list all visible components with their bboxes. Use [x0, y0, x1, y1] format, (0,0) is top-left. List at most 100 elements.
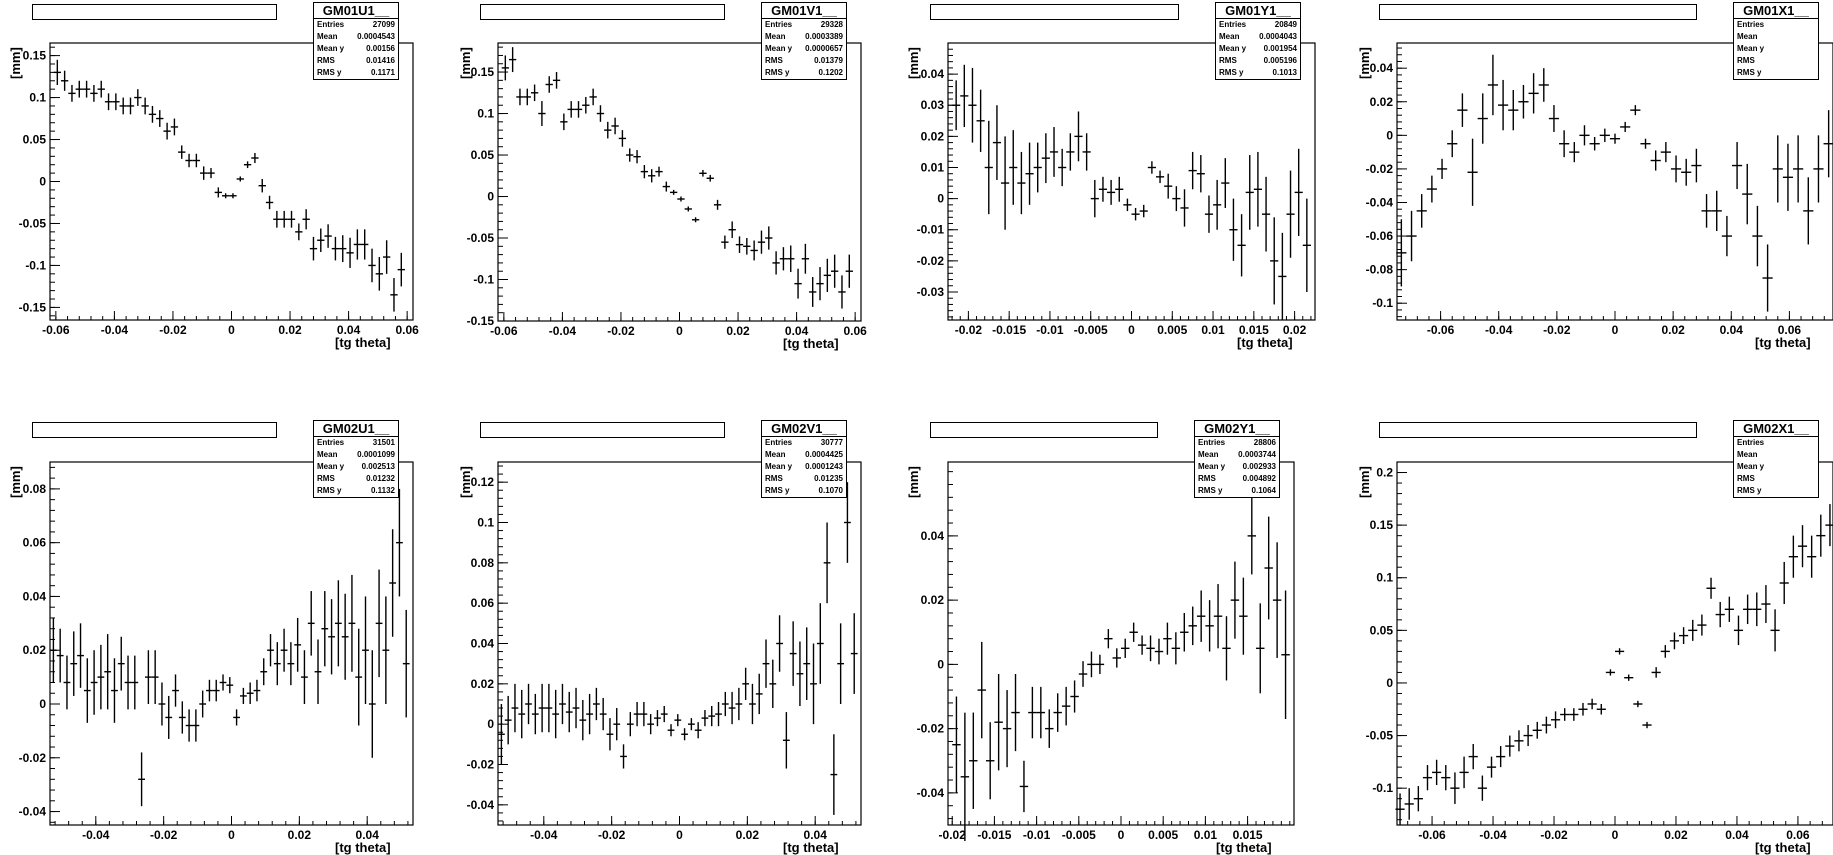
data-point — [1196, 155, 1205, 193]
stat-rms: RMS 0.004892 — [1195, 473, 1279, 485]
data-point — [1237, 214, 1246, 277]
histogram-name: GM02X1__ — [1734, 421, 1818, 437]
y-tick-label: 0.02 — [921, 593, 945, 607]
data-point — [1281, 590, 1290, 719]
y-tick-label: 0.03 — [921, 98, 945, 112]
y-tick-label: 0.05 — [471, 148, 495, 162]
data-point — [163, 122, 171, 140]
data-point — [1432, 759, 1442, 786]
data-point — [1001, 136, 1010, 230]
stat-value: 0.0003744 — [1238, 450, 1276, 459]
stat-label: RMS — [1737, 474, 1755, 483]
data-point — [53, 59, 61, 85]
data-point — [397, 252, 405, 287]
stat-rms: RMS 0.01232 — [314, 473, 398, 485]
stat-value: 0.0000657 — [805, 44, 843, 53]
stat-entries: Entries — [1734, 19, 1818, 31]
stats-box: GM01X1__ Entries Mean Mean y RMS RMS y — [1733, 2, 1819, 80]
x-tick-label: -0.04 — [549, 324, 577, 338]
data-point — [1486, 756, 1497, 778]
y-axis-label: [mm] — [8, 47, 23, 79]
y-tick-label: 0.05 — [23, 133, 47, 147]
histogram-title-box — [32, 422, 277, 438]
stat-value: 0.1202 — [818, 68, 843, 77]
data-point — [620, 744, 627, 769]
data-point — [131, 655, 139, 710]
y-tick-label: -0.04 — [1366, 195, 1394, 209]
data-point — [1605, 669, 1615, 676]
data-point — [221, 193, 230, 199]
data-point — [769, 659, 777, 709]
stat-value: 0.005196 — [1263, 56, 1297, 65]
stat-label: RMS — [1219, 56, 1237, 65]
data-point — [511, 683, 519, 733]
stat-label: Mean — [317, 32, 338, 41]
data-point — [1264, 516, 1273, 620]
data-point — [1253, 151, 1262, 227]
data-point — [796, 641, 804, 707]
data-point — [219, 674, 227, 691]
data-point — [1036, 686, 1046, 739]
stat-rms: RMS 0.01379 — [762, 55, 846, 67]
y-tick-label: 0.02 — [1370, 95, 1394, 109]
panel-gm01v1: -0.06 -0.04 -0.02 0 0.02 0.04 0.06 -0.15 -0.1 -0.… — [458, 2, 878, 352]
x-tick-label: 0.01 — [1194, 828, 1218, 842]
data-point — [1172, 186, 1181, 212]
y-tick-label: 0.04 — [471, 637, 495, 651]
y-tick-label: 0.1 — [477, 107, 494, 121]
stat-label: Mean y — [1198, 462, 1226, 471]
stat-label: Entries — [1198, 438, 1226, 447]
data-point — [618, 130, 627, 147]
x-tick-label: 0.005 — [1148, 828, 1178, 842]
data-point — [713, 199, 722, 210]
data-point — [156, 110, 164, 127]
data-point — [402, 609, 410, 718]
data-point — [165, 695, 173, 739]
data-point — [214, 187, 222, 198]
plot-svg: -0.04 -0.02 0 0.02 0.04 -0.04 -0.02 0 0.02 0.04 0.… — [467, 461, 862, 842]
data-point — [229, 193, 237, 199]
data-point — [1788, 535, 1798, 578]
data-point — [633, 701, 641, 727]
data-point — [1074, 111, 1083, 162]
y-axis-label: [mm] — [458, 47, 473, 79]
x-tick-label: 0 — [228, 828, 235, 842]
data-point — [1660, 142, 1671, 163]
data-point — [1651, 667, 1661, 678]
stat-mean: Mean 0.0001099 — [314, 449, 398, 461]
data-point — [1061, 686, 1071, 726]
data-point — [1803, 177, 1814, 245]
x-axis-label: [tg theta] — [783, 336, 839, 351]
stat-value: 0.1064 — [1251, 486, 1276, 495]
x-tick-label: -0.04 — [1479, 828, 1507, 842]
data-point — [816, 267, 824, 301]
data-point — [545, 76, 553, 93]
data-point — [1569, 708, 1579, 721]
data-point — [552, 72, 561, 89]
data-point — [324, 224, 332, 248]
x-tick-label: -0.06 — [1418, 828, 1446, 842]
x-tick-label: -0.02 — [1543, 323, 1571, 337]
data-point — [1204, 195, 1214, 233]
stat-value: 28806 — [1253, 438, 1276, 447]
y-tick-label: 0 — [39, 175, 46, 189]
data-point — [1679, 627, 1689, 645]
data-point — [1825, 504, 1833, 547]
y-tick-label: 0 — [39, 697, 46, 711]
data-point — [699, 169, 707, 177]
data-point — [56, 628, 64, 683]
data-point — [648, 169, 656, 183]
y-tick-label: 0.2 — [1376, 466, 1393, 480]
data-point — [518, 689, 526, 739]
stat-label: RMS — [317, 474, 335, 483]
histogram-name: GM01U1__ — [314, 3, 398, 19]
panel-gm02u1: -0.04 -0.02 0 0.02 0.04 -0.04 -0.02 0 0.02 0.04 0.… — [8, 420, 428, 855]
data-point — [134, 89, 142, 106]
data-point — [200, 166, 208, 180]
y-tick-label: 0.08 — [471, 556, 495, 570]
data-point — [1508, 90, 1519, 131]
stat-value: 0.00156 — [366, 44, 395, 53]
x-axis-label: [tg theta] — [1755, 840, 1811, 855]
data-point — [1457, 93, 1468, 127]
data-point — [837, 623, 845, 704]
